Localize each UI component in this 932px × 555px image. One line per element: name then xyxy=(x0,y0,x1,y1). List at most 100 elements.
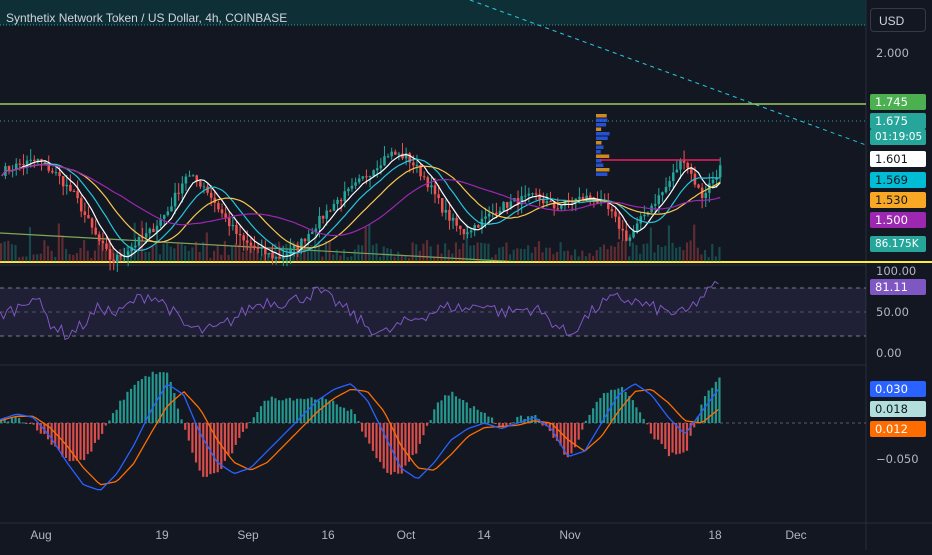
candle-body xyxy=(40,158,43,162)
histogram-bar xyxy=(259,406,263,423)
volume-bar xyxy=(375,243,378,262)
histogram-bar xyxy=(83,423,86,461)
volume-bar xyxy=(664,245,667,262)
candle-body xyxy=(54,172,58,174)
histogram-bar xyxy=(234,423,237,445)
currency-button[interactable]: USD xyxy=(870,8,926,32)
ma1-tag: 1.601 xyxy=(870,151,926,167)
histogram-bar xyxy=(151,371,154,423)
histogram-bar xyxy=(39,423,42,434)
volume-bar xyxy=(577,256,580,262)
volume-bar xyxy=(447,249,450,262)
volume-bar xyxy=(469,245,472,262)
histogram-bar xyxy=(205,423,208,477)
candle-body xyxy=(235,224,238,235)
volume-profile-bar xyxy=(596,145,604,149)
histogram-bar xyxy=(642,418,645,423)
signal-value-tag: 0.012 xyxy=(870,421,926,437)
candle-body xyxy=(336,199,339,204)
histogram-bar xyxy=(555,423,559,441)
histogram-bar xyxy=(480,412,483,423)
histogram-bar xyxy=(653,423,656,440)
histogram-bar xyxy=(321,397,324,423)
volume-bar xyxy=(472,245,476,262)
volume-bar xyxy=(353,249,356,262)
candle-body xyxy=(289,248,292,255)
histogram-bar xyxy=(371,423,374,451)
candle-body xyxy=(534,193,538,195)
histogram-bar xyxy=(519,415,523,423)
volume-bar xyxy=(111,246,115,262)
volume-bar xyxy=(97,233,100,262)
candle-body xyxy=(675,169,679,173)
histogram-bar xyxy=(14,416,17,423)
candle-body xyxy=(76,191,79,199)
candle-body xyxy=(18,163,22,165)
candle-body xyxy=(596,201,599,204)
candle-body xyxy=(578,196,581,199)
rsi-tick: 50.00 xyxy=(876,305,909,319)
candle-body xyxy=(307,234,310,242)
histogram-bar xyxy=(79,423,82,460)
histogram-bar xyxy=(72,423,75,461)
candle-body xyxy=(679,159,682,170)
histogram-bar xyxy=(483,412,486,423)
histogram-bar xyxy=(649,423,652,434)
histogram-bar xyxy=(25,423,28,424)
candle-body xyxy=(152,228,155,232)
histogram-bar xyxy=(613,389,616,423)
volume-bar xyxy=(249,247,252,262)
candle-body xyxy=(527,193,531,196)
histogram-bar xyxy=(541,423,544,426)
volume-bar xyxy=(68,254,71,262)
candle-body xyxy=(181,183,184,194)
volume-bar xyxy=(610,245,613,262)
histogram-bar xyxy=(176,408,180,423)
volume-bar xyxy=(357,244,360,262)
histogram-bar xyxy=(3,418,6,423)
histogram-bar xyxy=(28,423,32,424)
histogram-bar xyxy=(249,422,252,424)
volume-bar xyxy=(176,242,180,262)
histogram-bar xyxy=(407,423,411,462)
candle-body xyxy=(502,202,505,211)
volume-bar xyxy=(559,242,562,262)
volume-bar xyxy=(400,254,403,262)
volume-bar xyxy=(234,243,237,262)
volume-bar xyxy=(646,243,649,262)
histogram-bar xyxy=(223,423,226,461)
candle-body xyxy=(617,216,621,229)
histogram-value-tag: 0.018 xyxy=(870,401,926,417)
histogram-bar xyxy=(7,421,10,423)
candle-body xyxy=(664,186,668,193)
histogram-bar xyxy=(559,423,562,446)
volume-bar xyxy=(140,220,143,262)
histogram-bar xyxy=(602,393,606,423)
candle-body xyxy=(372,170,375,176)
histogram-bar xyxy=(36,423,39,431)
volume-bar xyxy=(592,255,595,262)
volume-bar xyxy=(606,249,609,262)
histogram-bar xyxy=(296,398,299,423)
histogram-bar xyxy=(714,381,717,423)
volume-bar xyxy=(638,253,642,262)
candle-body xyxy=(347,188,350,192)
volume-bar xyxy=(685,242,689,262)
candle-body xyxy=(101,240,105,244)
candle-body xyxy=(350,185,354,189)
candle-body xyxy=(625,230,628,241)
candle-body xyxy=(368,175,372,178)
volume-bar xyxy=(700,254,703,262)
candle-body xyxy=(444,209,448,213)
volume-profile-bar xyxy=(596,141,602,145)
volume-bar xyxy=(317,240,320,262)
volume-bar xyxy=(530,252,533,262)
volume-bar xyxy=(703,249,707,262)
candle-body xyxy=(556,208,560,210)
candle-body xyxy=(227,217,231,227)
rsi-tick: 100.00 xyxy=(876,264,917,278)
volume-bar xyxy=(310,245,313,262)
volume-bar xyxy=(21,256,24,262)
